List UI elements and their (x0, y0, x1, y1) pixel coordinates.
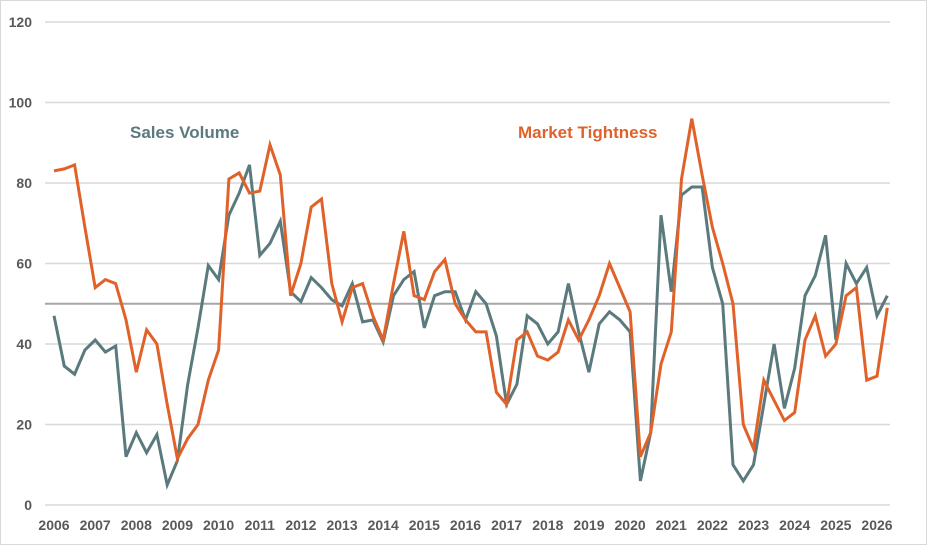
x-tick-label: 2025 (820, 517, 851, 533)
x-tick-label: 2008 (121, 517, 152, 533)
x-tick-label: 2009 (162, 517, 193, 533)
x-tick-label: 2015 (409, 517, 440, 533)
series-line-sales-volume (52, 164, 889, 490)
series-label-sales-volume: Sales Volume (130, 123, 239, 142)
x-tick-label: 2014 (368, 517, 399, 533)
x-tick-label: 2007 (80, 517, 111, 533)
x-tick-label: 2023 (738, 517, 769, 533)
y-tick-label: 0 (24, 497, 32, 513)
x-tick-label: 2017 (491, 517, 522, 533)
y-tick-label: 120 (9, 14, 33, 30)
x-tick-label: 2022 (697, 517, 728, 533)
x-tick-label: 2021 (656, 517, 687, 533)
series-label-market-tightness: Market Tightness (518, 123, 658, 142)
x-tick-label: 2006 (38, 517, 69, 533)
x-tick-label: 2016 (450, 517, 481, 533)
x-tick-label: 2012 (285, 517, 316, 533)
y-tick-label: 80 (16, 175, 32, 191)
x-tick-label: 2020 (615, 517, 646, 533)
x-tick-label: 2026 (861, 517, 892, 533)
y-tick-label: 40 (16, 336, 32, 352)
series-line-market-tightness (53, 118, 889, 464)
x-tick-label: 2019 (573, 517, 604, 533)
y-tick-label: 20 (16, 417, 32, 433)
x-tick-label: 2018 (532, 517, 563, 533)
x-tick-label: 2010 (203, 517, 234, 533)
x-tick-label: 2011 (245, 517, 276, 533)
y-tick-label: 100 (9, 95, 33, 111)
x-tick-label: 2013 (326, 517, 357, 533)
x-tick-label: 2024 (779, 517, 810, 533)
y-tick-label: 60 (16, 256, 32, 272)
